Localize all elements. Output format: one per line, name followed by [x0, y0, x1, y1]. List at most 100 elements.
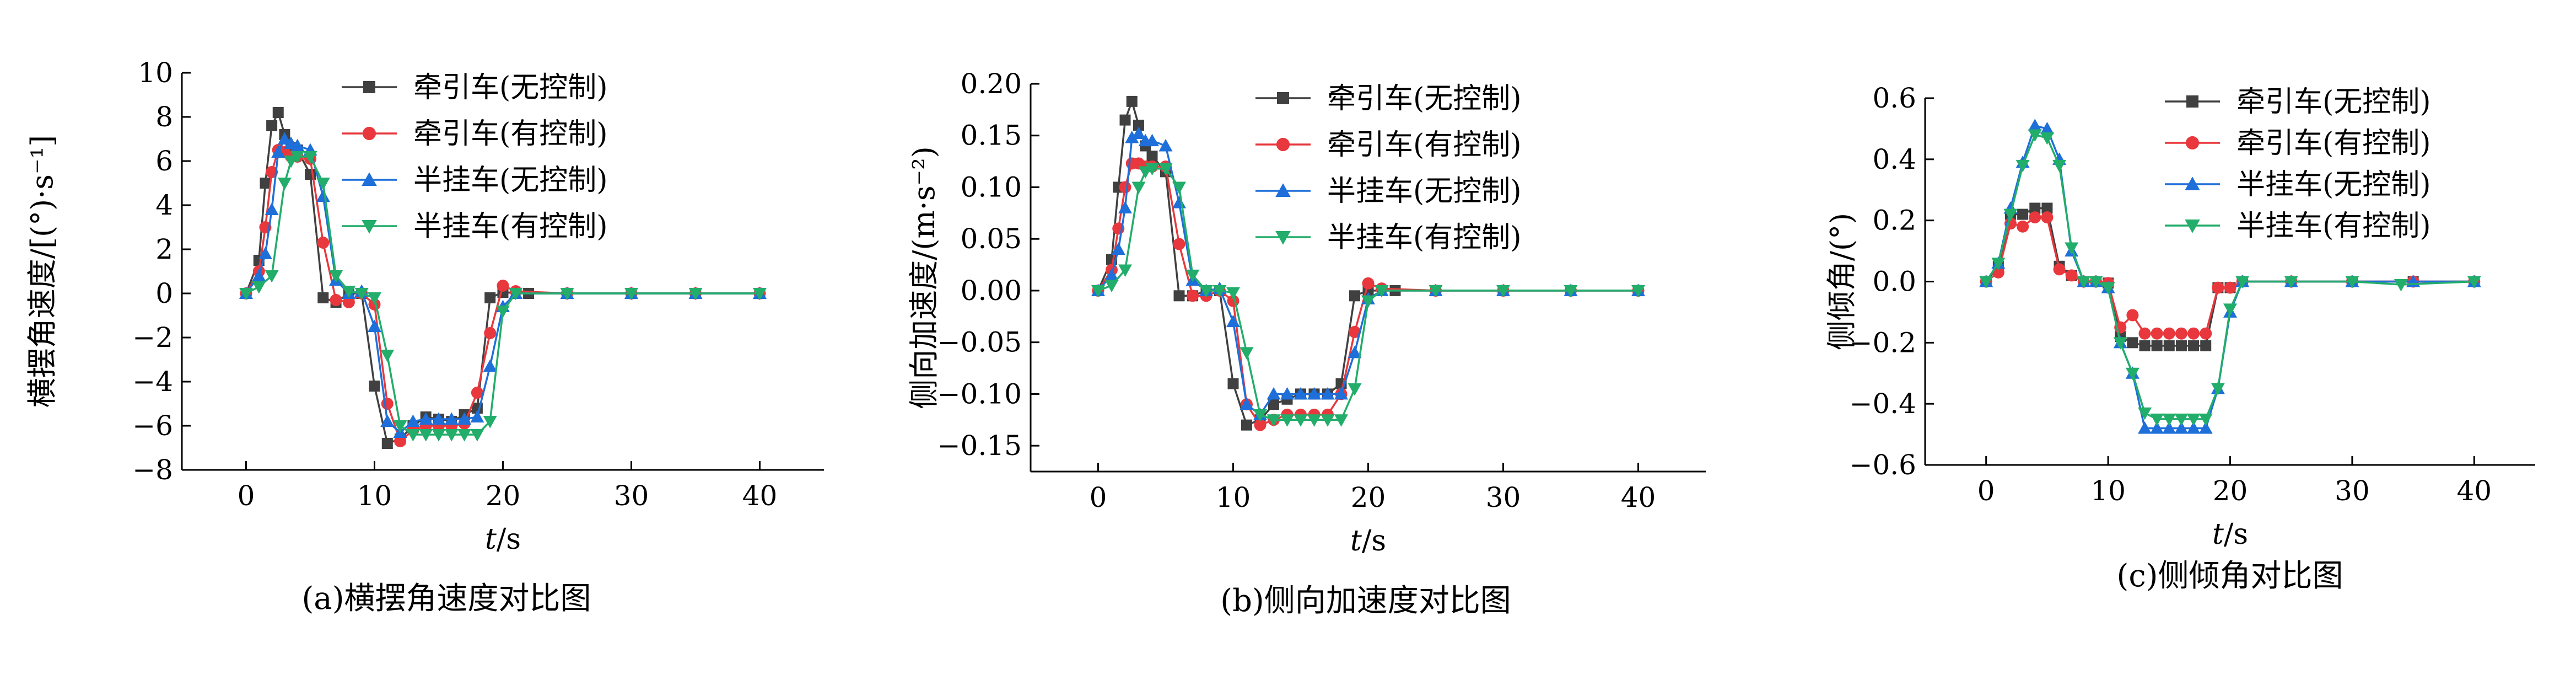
data-point: [1268, 399, 1279, 410]
y-tick-label: 0: [155, 277, 173, 309]
legend-entry: 牵引车(有控制): [1255, 129, 1522, 162]
data-point: [1227, 378, 1239, 389]
data-point: [2028, 119, 2042, 131]
chart-3: −0.6 −0.4 −0.2 0.0 0.2 0.4 0.6 0 10 20 30 40 t/s 侧倾角/…: [1824, 82, 2535, 594]
data-point: [560, 288, 574, 301]
data-point: [277, 132, 292, 145]
data-point: [2150, 421, 2164, 434]
data-point: [342, 286, 356, 298]
data-point: [2113, 337, 2127, 350]
y-tick-label: 10: [138, 57, 173, 89]
legend-marker: [2186, 95, 2198, 108]
legend-label: 牵引车(有控制): [413, 117, 608, 151]
legend-marker: [2185, 220, 2200, 233]
data-point: [284, 156, 298, 168]
data-point: [266, 120, 278, 131]
data-point: [1118, 201, 1132, 213]
legend-label: 牵引车(有控制): [1327, 129, 1522, 162]
data-point: [2162, 413, 2176, 426]
x-tick-label: 30: [1486, 481, 1521, 513]
data-point: [265, 202, 279, 215]
data-point: [252, 281, 266, 294]
x-tick-label: 10: [357, 480, 392, 512]
legend-label: 半挂车(无控制): [2237, 168, 2431, 201]
data-point: [1226, 314, 1240, 328]
y-tick-label: 0.05: [961, 223, 1022, 255]
data-point: [354, 288, 369, 301]
y-tick-label: −2: [132, 322, 173, 354]
data-point: [2175, 327, 2187, 340]
data-point: [2139, 340, 2151, 351]
data-point: [316, 189, 330, 202]
data-point: [2126, 309, 2139, 322]
legend-marker: [1275, 183, 1291, 197]
data-point: [1199, 285, 1213, 298]
data-point: [1133, 119, 1144, 131]
series-1: [240, 107, 766, 449]
legend-entry: 牵引车(有控制): [342, 117, 608, 151]
y-tick-label: 0.0: [1872, 266, 1916, 298]
y-tick-label: 0.15: [961, 120, 1022, 152]
data-point: [2040, 132, 2054, 145]
data-point: [2015, 159, 2030, 173]
data-point: [1131, 126, 1146, 139]
data-point: [1429, 285, 1443, 298]
data-point: [368, 319, 381, 332]
x-axis-label: t/s: [485, 523, 521, 556]
x-tick-label: 20: [2213, 475, 2248, 507]
data-point: [2174, 421, 2189, 434]
data-point: [1294, 387, 1308, 400]
x-tick-label: 40: [2456, 475, 2492, 507]
legend-entry: 牵引车(无控制): [2165, 85, 2431, 119]
y-tick-label: 8: [155, 101, 173, 133]
data-point: [2017, 208, 2029, 220]
data-point: [1145, 163, 1159, 176]
data-point: [1241, 419, 1252, 431]
legend-entry: 半挂车(无控制): [1255, 175, 1522, 208]
data-point: [2077, 276, 2091, 288]
data-point: [1991, 258, 2006, 270]
data-point: [2198, 421, 2213, 434]
data-point: [2345, 276, 2359, 288]
data-point: [484, 327, 497, 339]
data-point: [1240, 347, 1254, 360]
data-point: [239, 288, 253, 301]
legend-entry: 半挂车(有控制): [342, 210, 608, 243]
data-point: [444, 429, 459, 442]
data-point: [1267, 387, 1281, 400]
data-point: [2138, 327, 2151, 340]
data-point: [2235, 276, 2250, 288]
x-tick-label: 10: [1216, 481, 1251, 513]
legend-marker: [2185, 136, 2200, 150]
data-point: [303, 151, 317, 164]
data-point: [1294, 414, 1308, 427]
data-point: [1307, 414, 1321, 427]
data-point: [2053, 263, 2066, 276]
data-point: [1631, 285, 1645, 298]
data-point: [1348, 345, 1362, 358]
data-point: [470, 410, 484, 422]
data-point: [2040, 121, 2054, 135]
series-4: [1091, 163, 1645, 427]
data-point: [624, 288, 638, 301]
data-point: [2089, 276, 2103, 288]
legend-marker: [362, 126, 376, 141]
legend-entry: 半挂车(无控制): [2165, 168, 2431, 201]
data-point: [1131, 181, 1146, 194]
data-point: [2151, 327, 2163, 340]
y-tick-label: −0.15: [937, 430, 1022, 462]
data-point: [471, 387, 483, 399]
x-tick-label: 0: [238, 480, 255, 512]
data-point: [753, 288, 767, 301]
y-tick-label: 0.4: [1872, 143, 1916, 175]
data-point: [1173, 290, 1185, 302]
data-point: [1172, 196, 1186, 208]
data-point: [260, 178, 271, 189]
legend-label: 半挂车(有控制): [1327, 221, 1522, 254]
chart-caption: (c)侧倾角对比图: [2116, 558, 2343, 594]
data-point: [444, 412, 459, 425]
chart-caption: (b)侧向加速度对比图: [1220, 583, 1511, 619]
legend-marker: [362, 220, 377, 234]
series-4: [1979, 129, 2481, 426]
legend-entry: 半挂车(有控制): [2165, 210, 2431, 243]
